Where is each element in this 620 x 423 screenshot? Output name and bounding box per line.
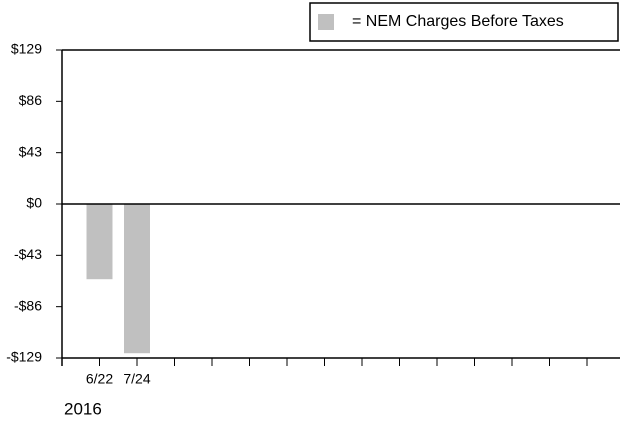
bar	[124, 204, 150, 354]
y-tick-label: -$129	[6, 349, 42, 365]
y-tick-label: $86	[19, 92, 43, 108]
x-tick-label: 6/22	[86, 371, 113, 387]
x-group-label: 2016	[64, 399, 102, 418]
legend-swatch	[318, 14, 334, 30]
legend-label: = NEM Charges Before Taxes	[352, 13, 564, 30]
y-tick-label: -$86	[14, 297, 42, 313]
y-tick-label: -$43	[14, 246, 42, 262]
x-tick-label: 7/24	[123, 371, 150, 387]
y-tick-label: $43	[19, 143, 43, 159]
legend-box	[309, 2, 619, 42]
y-tick-label: $0	[26, 195, 42, 211]
y-tick-label: $129	[11, 41, 42, 57]
bar	[86, 204, 113, 280]
